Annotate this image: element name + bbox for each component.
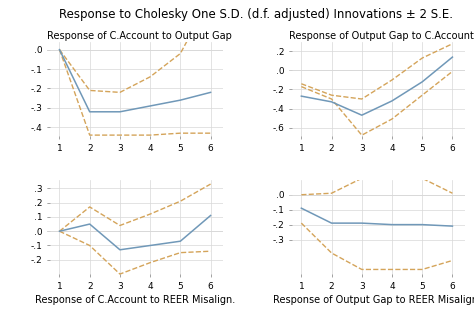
Text: Response of Output Gap to C.Account: Response of Output Gap to C.Account: [289, 31, 474, 41]
X-axis label: Response of C.Account to REER Misalign.: Response of C.Account to REER Misalign.: [35, 295, 235, 305]
Text: Response of C.Account to Output Gap: Response of C.Account to Output Gap: [47, 31, 232, 41]
Text: Response to Cholesky One S.D. (d.f. adjusted) Innovations ± 2 S.E.: Response to Cholesky One S.D. (d.f. adju…: [59, 8, 453, 21]
X-axis label: Response of Output Gap to REER Misalign.: Response of Output Gap to REER Misalign.: [273, 295, 474, 305]
